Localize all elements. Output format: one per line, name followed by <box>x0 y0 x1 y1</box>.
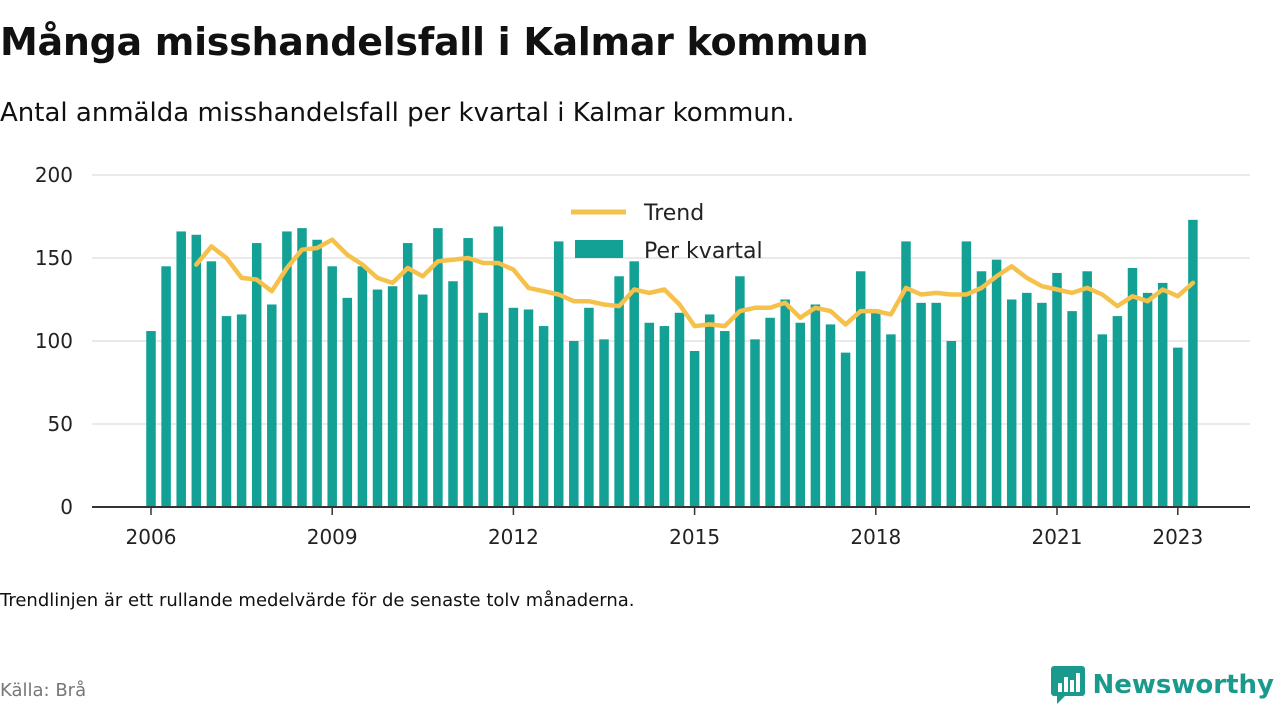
x-tick-label: 2006 <box>126 525 177 549</box>
bar <box>946 341 957 507</box>
bar <box>961 241 972 507</box>
axes: 0 50 100 150 200 2006 2009 2012 2015 2018 2021 2023 <box>35 163 1250 549</box>
bar <box>720 331 730 507</box>
bar <box>750 339 760 507</box>
bar <box>161 266 171 507</box>
bar <box>1037 302 1047 507</box>
x-tick-label: 2009 <box>307 525 358 549</box>
trend-line <box>194 237 1196 329</box>
bar <box>236 314 247 507</box>
bar <box>840 352 851 507</box>
bar <box>327 266 337 507</box>
bar <box>267 304 277 507</box>
chart-title: Många misshandelsfall i Kalmar kommun <box>0 20 869 64</box>
legend: Trend Per kvartal <box>571 201 763 264</box>
bar <box>357 266 368 507</box>
bar <box>674 312 685 507</box>
bar <box>493 226 504 507</box>
x-tick-label: 2012 <box>488 525 539 549</box>
bar <box>191 234 202 507</box>
bar <box>538 326 549 507</box>
bar <box>1188 219 1198 507</box>
bar <box>1067 311 1077 507</box>
bar <box>387 286 398 507</box>
legend-bar-label: Per kvartal <box>644 239 763 264</box>
bar <box>976 271 987 507</box>
bar <box>629 261 639 507</box>
source-label: Källa: Brå <box>0 680 87 701</box>
legend-trend-label: Trend <box>643 201 704 226</box>
bar <box>1006 299 1017 507</box>
y-tick-label: 0 <box>60 495 73 519</box>
bar <box>282 231 292 507</box>
bar <box>704 314 715 507</box>
bar <box>1052 272 1062 507</box>
newsworthy-logo-icon <box>1050 666 1085 704</box>
bar <box>146 331 156 507</box>
brand-name: Newsworthy <box>1092 670 1274 700</box>
bar <box>553 241 564 507</box>
bar <box>855 271 866 507</box>
bar <box>735 276 745 507</box>
bar <box>886 334 896 507</box>
bar <box>1173 347 1183 507</box>
bar <box>508 307 519 507</box>
bar-line-chart: 0 50 100 150 200 2006 2009 2012 2015 2018 2021 2023… <box>35 163 1250 549</box>
bar <box>810 304 821 507</box>
bar <box>599 339 609 507</box>
bar <box>221 316 232 507</box>
bar <box>614 276 624 507</box>
trend-series <box>194 237 1196 329</box>
bar <box>342 297 353 507</box>
chart-subtitle: Antal anmälda misshandelsfall per kvarta… <box>0 98 795 128</box>
bar <box>1127 267 1138 507</box>
bar <box>659 326 670 507</box>
bar <box>1082 271 1092 507</box>
bar <box>1022 292 1032 507</box>
bar <box>584 307 594 507</box>
bar <box>825 324 836 507</box>
y-tick-label: 150 <box>35 246 73 270</box>
bar-series <box>146 219 1198 508</box>
bar <box>206 261 217 507</box>
bar <box>176 231 186 507</box>
brand-logo: Newsworthy <box>1050 666 1274 704</box>
bar <box>418 294 428 507</box>
bar <box>1112 316 1123 507</box>
bar <box>1097 334 1108 507</box>
x-tick-label: 2023 <box>1152 525 1203 549</box>
bar <box>916 302 926 507</box>
bar <box>297 228 307 507</box>
bar <box>1142 292 1153 507</box>
bar <box>780 299 790 507</box>
y-tick-label: 50 <box>48 412 73 436</box>
bar <box>478 312 488 507</box>
x-tick-label: 2021 <box>1032 525 1083 549</box>
x-tick-label: 2018 <box>850 525 901 549</box>
y-tick-label: 200 <box>35 163 73 187</box>
bar <box>569 341 579 507</box>
bar <box>251 243 262 507</box>
y-tick-label: 100 <box>35 329 73 353</box>
bar <box>991 259 1002 507</box>
legend-bar-swatch <box>575 240 623 258</box>
x-tick-label: 2015 <box>669 525 720 549</box>
bar <box>931 302 941 507</box>
bar <box>765 317 775 507</box>
bar <box>402 243 413 507</box>
bar <box>433 228 443 507</box>
bar <box>312 239 322 508</box>
bar <box>901 241 911 507</box>
chart-note: Trendlinjen är ett rullande medelvärde f… <box>0 590 635 611</box>
bar <box>448 281 458 507</box>
bar <box>871 309 881 507</box>
bar <box>1157 282 1168 507</box>
bar <box>372 289 383 507</box>
bar <box>689 350 700 507</box>
bar <box>644 322 655 507</box>
bar <box>463 238 473 507</box>
bar <box>795 322 806 507</box>
bar <box>523 309 534 507</box>
